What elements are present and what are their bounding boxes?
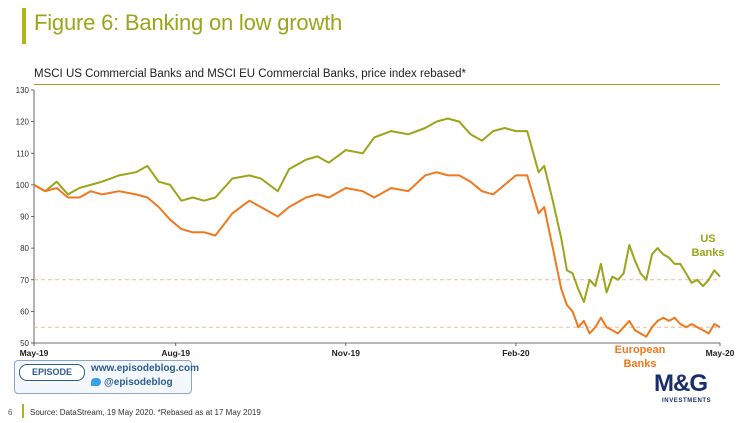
y-tick-label: 90 (20, 213, 29, 222)
chart-subtitle: MSCI US Commercial Banks and MSCI EU Com… (34, 68, 467, 80)
y-tick-label: 100 (16, 181, 30, 190)
mg-logo: M&G (654, 370, 708, 397)
x-tick-label: Feb-20 (502, 348, 530, 358)
line-chart: 50 60 70 80 90 100 110 120 130 May-19 Aug-19 Nov-19… (16, 86, 735, 370)
y-tick-label: 50 (20, 339, 29, 348)
title-accent-bar (22, 8, 26, 44)
x-tick-label: Aug-19 (161, 348, 190, 358)
mg-logo-subtitle: INVESTMENTS (662, 398, 712, 404)
twitter-handle[interactable]: @episodeblog (91, 377, 173, 388)
source-note: Source: DataStream, 19 May 2020. *Rebase… (30, 408, 261, 417)
european-banks-line (33, 171, 721, 338)
website-link[interactable]: www.episodeblog.com (91, 363, 199, 374)
page-title: Figure 6: Banking on low growth (34, 10, 343, 35)
x-tick-label: Nov-19 (332, 348, 361, 358)
twitter-handle-text: @episodeblog (104, 377, 173, 388)
y-tick-label: 120 (16, 118, 30, 127)
episode-badge: EPISODE www.episodeblog.com @episodeblog (14, 360, 199, 394)
x-tick-label: May-19 (20, 348, 49, 358)
page-number: 6 (8, 408, 13, 417)
source-accent-bar (22, 404, 24, 418)
twitter-bird-icon (91, 378, 101, 386)
us-banks-line (33, 117, 721, 303)
y-tick-label: 70 (20, 276, 29, 285)
episode-logo: EPISODE (19, 364, 85, 381)
european-banks-label: Banks (623, 358, 656, 370)
x-tick-label: May-20 (706, 348, 735, 358)
y-tick-label: 110 (16, 149, 29, 158)
us-banks-label: Banks (691, 247, 724, 259)
subtitle-rule (34, 84, 720, 85)
y-tick-label: 130 (16, 86, 30, 95)
y-tick-label: 60 (20, 307, 29, 316)
us-banks-label: US (700, 233, 715, 245)
european-banks-label: European (615, 344, 666, 356)
y-tick-label: 80 (20, 244, 29, 253)
